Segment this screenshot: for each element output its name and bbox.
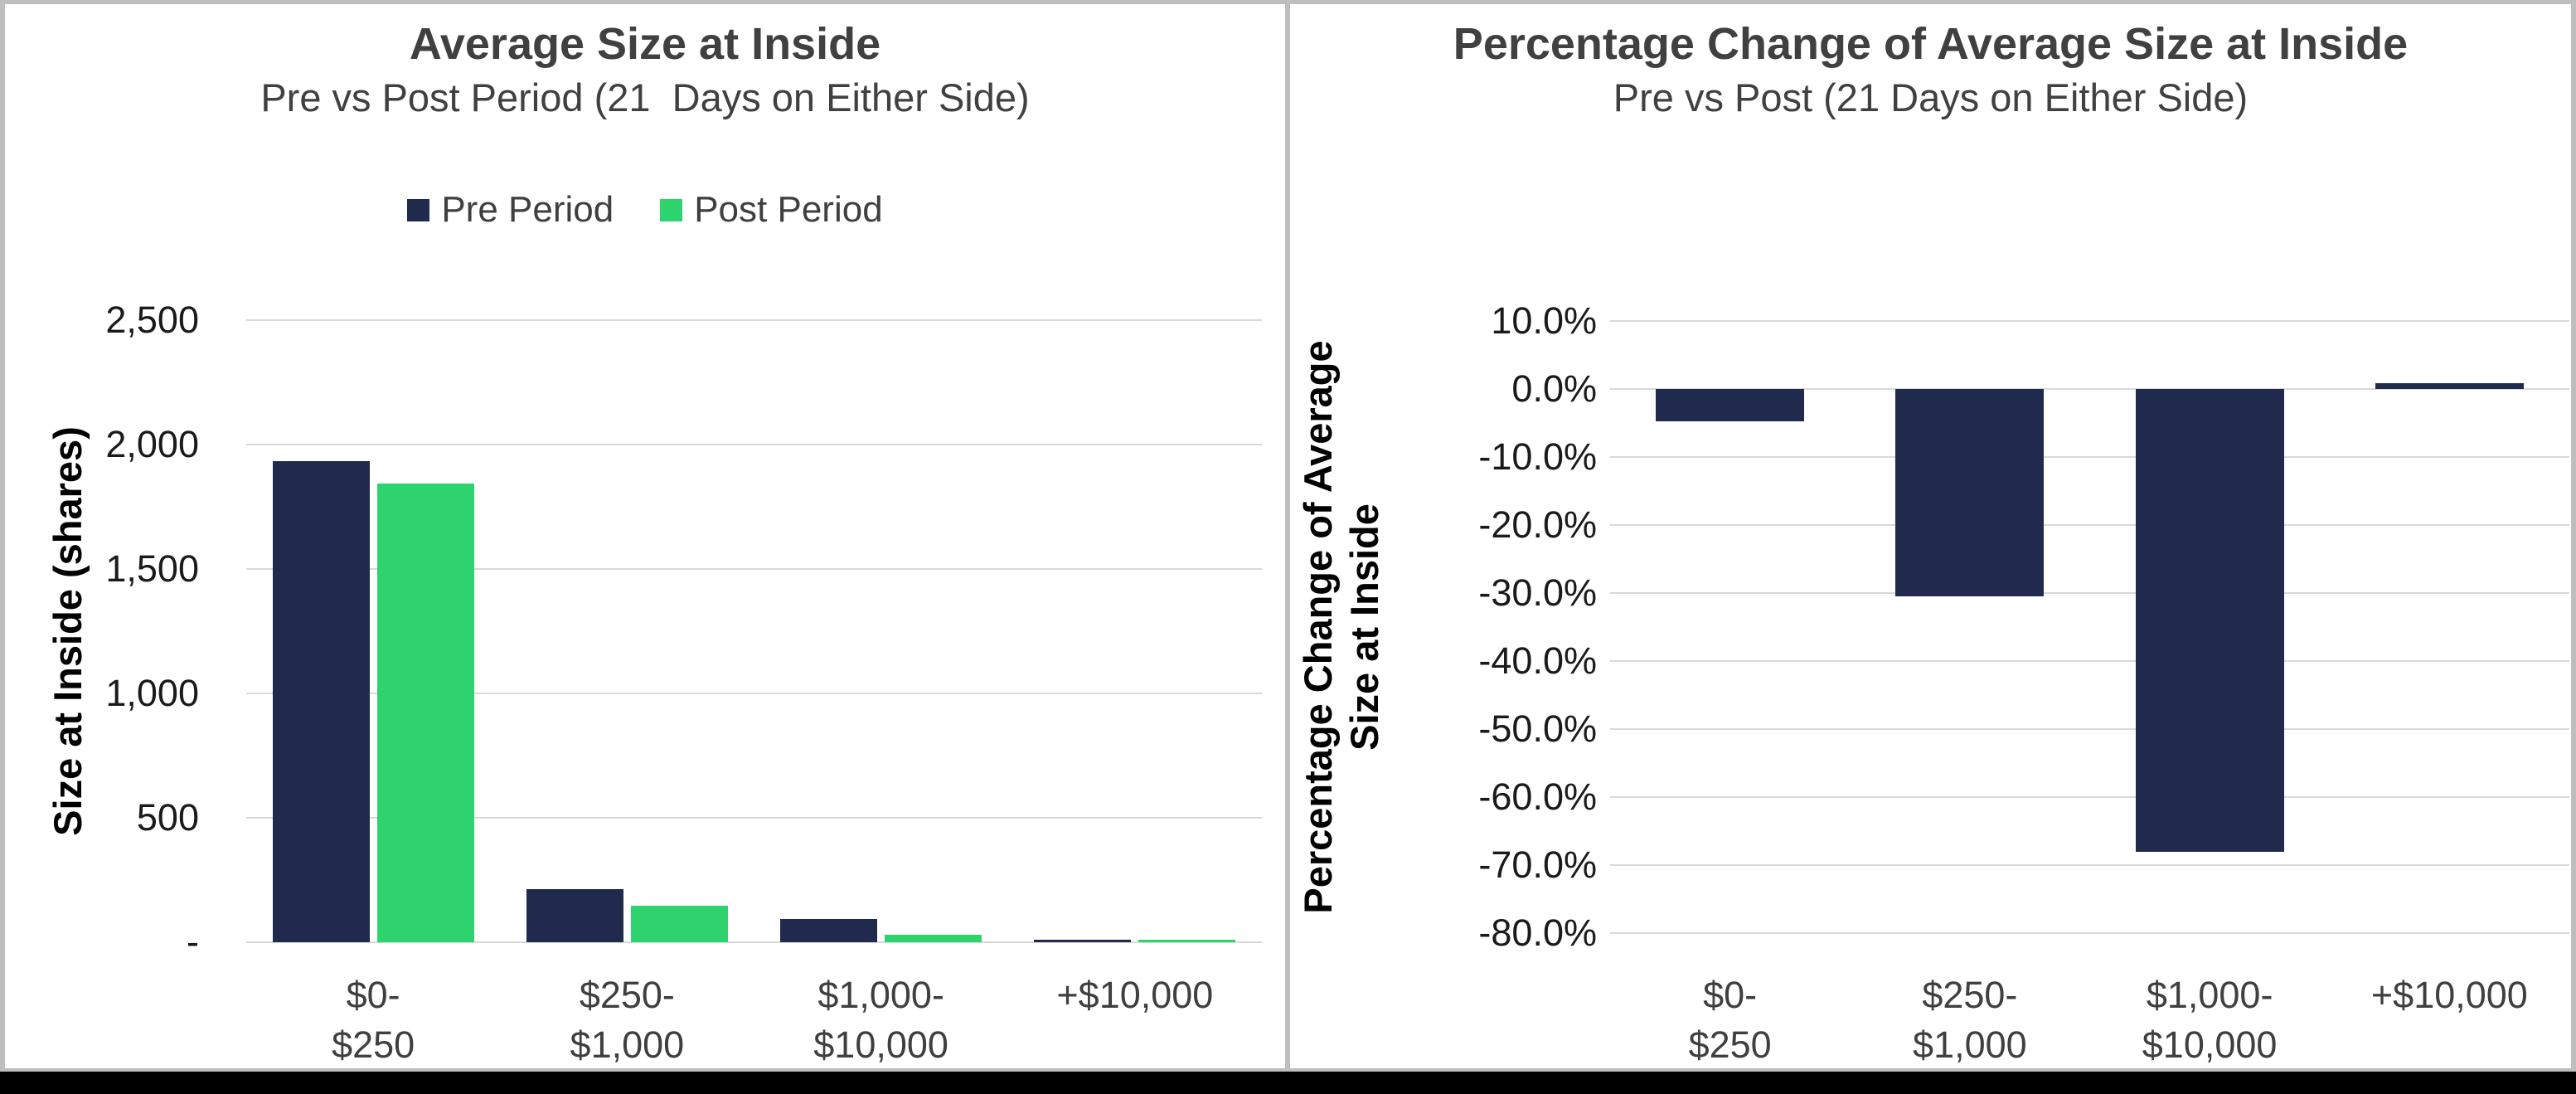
y-tick-label: -30.0% [1478,571,1597,614]
x-tick-label-line: $10,000 [2142,1023,2278,1066]
y-tick-label: -80.0% [1478,912,1597,954]
gridline [246,319,1262,321]
x-tick-label-cat2: $1,000- $10,000 [2077,970,2342,1070]
x-tick-label-line: +$10,000 [2370,974,2528,1016]
right-chart-subtitle: Pre vs Post (21 Days on Either Side) [1613,75,2249,119]
gridline [1610,796,2569,798]
gridline [1610,320,2569,322]
gridline [1610,592,2569,594]
y-axis-title-line: Size at Inside [1342,503,1386,751]
y-axis-title: Size at Inside (shares) [45,426,91,836]
legend-item-pre-period: Pre Period [407,190,614,230]
y-tick-label: 10.0% [1491,299,1597,342]
x-tick-label-line: $10,000 [813,1023,948,1066]
bar-pre-period-cat3 [1034,940,1132,942]
y-axis-title-line: Percentage Change of Average [1296,340,1340,914]
bar-post-period-cat1 [630,905,728,942]
y-tick-label: -10.0% [1478,435,1597,478]
x-tick-label-line: $1,000- [2146,974,2273,1016]
pre-period-swatch [407,198,430,221]
x-tick-label-line: $0- [346,974,400,1016]
bottom-black-bar [0,1072,2576,1094]
gridline [246,444,1262,445]
x-tick-label-cat0: $0- $250 [1598,970,1863,1070]
x-tick-label-line: $1,000 [570,1023,685,1066]
x-tick-label-line: $250- [1922,974,2018,1016]
gridline [1610,388,2569,390]
bar-post-period-cat2 [885,935,982,942]
gridline [246,568,1262,570]
bar-pre-period-cat2 [780,918,878,942]
bar-percentage-change-cat2 [2135,389,2284,852]
y-axis-title: Percentage Change of Average Size at Insi… [1295,340,1388,913]
y-tick-label: -60.0% [1478,776,1597,818]
legend: Pre Period Post Period [5,190,1285,230]
left-chart-panel: Average Size at Inside Pre vs Post Perio… [5,4,1285,1068]
x-tick-label-cat3: +$10,000 [2316,970,2576,1020]
bar-pre-period-cat0 [272,461,370,942]
y-axis-title-line: Size at Inside (shares) [46,426,90,836]
x-tick-label-cat1: $250- $1,000 [494,970,759,1070]
right-chart-panel: Percentage Change of Average Size at Ins… [1290,4,2571,1068]
legend-label-post-period: Post Period [694,189,883,230]
bar-post-period-cat3 [1138,940,1236,942]
bar-percentage-change-cat3 [2375,383,2524,389]
gridline [1610,728,2569,730]
gridline [246,817,1262,819]
y-tick-label: 0.0% [1511,367,1597,410]
gridline [1610,660,2569,662]
x-tick-label-line: $1,000- [817,974,944,1016]
x-tick-label-cat1: $250- $1,000 [1837,970,2103,1070]
gridline [246,941,1262,943]
x-tick-label-line: $0- [1703,974,1758,1016]
y-tick-label: 1,500 [105,547,199,590]
gridline [1610,932,2569,934]
left-chart-title: Average Size at Inside [409,19,881,69]
x-tick-label-line: $1,000 [1913,1023,2027,1066]
y-tick-label: 500 [136,796,199,839]
legend-label-pre-period: Pre Period [441,189,614,230]
x-tick-label-line: $250- [579,974,675,1016]
x-tick-label-line: $250 [1688,1023,1772,1066]
bar-pre-period-cat1 [526,889,623,942]
post-period-swatch [660,198,683,221]
x-tick-label-cat0: $0- $250 [240,970,506,1070]
legend-item-post-period: Post Period [660,189,883,230]
x-tick-label-line: $250 [332,1023,415,1066]
gridline [1610,456,2569,458]
gridline [1610,864,2569,866]
gridline [246,693,1262,694]
right-chart-title: Percentage Change of Average Size at Ins… [1453,19,2409,69]
x-tick-label-cat2: $1,000- $10,000 [749,970,1014,1070]
bar-post-period-cat0 [376,484,474,942]
bar-percentage-change-cat0 [1656,389,1805,421]
y-tick-label: -50.0% [1478,707,1597,750]
gridline [1610,524,2569,526]
y-tick-label: 2,500 [105,299,199,341]
y-tick-label: -20.0% [1478,503,1597,546]
x-tick-label-line: +$10,000 [1056,974,1214,1016]
y-tick-label: 1,000 [105,672,199,714]
y-tick-label: -70.0% [1478,844,1597,886]
bar-percentage-change-cat1 [1895,389,2045,597]
y-tick-label: -40.0% [1478,639,1597,682]
x-tick-label-cat3: +$10,000 [1002,970,1268,1020]
left-chart-subtitle: Pre vs Post Period (21 Days on Either Si… [260,75,1030,119]
y-tick-label: 2,000 [105,423,199,465]
y-tick-label: - [187,921,199,963]
